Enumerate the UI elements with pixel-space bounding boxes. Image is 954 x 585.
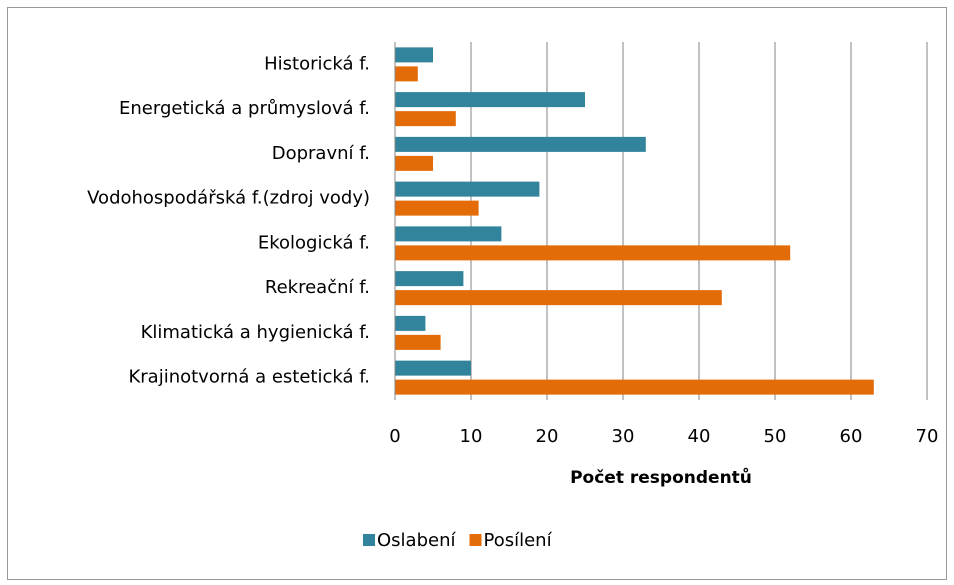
legend-label: Posílení [484,530,553,551]
bar [395,334,441,350]
y-tick-label: Ekologická f. [258,232,370,253]
y-tick-label: Dopravní f. [272,143,370,164]
bar [395,245,791,261]
x-tick-label: 50 [764,426,787,447]
y-tick-label: Klimatická a hygienická f. [141,322,370,343]
bar [395,271,464,287]
legend-swatch [469,534,482,546]
y-tick-label: Rekreační f. [265,277,370,298]
bar [395,200,479,216]
bar [395,155,433,171]
x-tick-label: 0 [389,426,400,447]
x-tick-label: 20 [536,426,559,447]
y-tick-label: Historická f. [264,53,370,74]
bar [395,66,418,82]
bar [395,290,722,306]
x-tick-label: 30 [612,426,635,447]
bar [395,92,585,108]
x-tick-label: 40 [688,426,711,447]
bar [395,315,426,331]
bar [395,47,433,63]
bar [395,136,646,152]
legend-swatch [363,534,375,546]
x-tick-label: 70 [916,426,939,447]
y-tick-label: Energetická a průmyslová f. [119,98,370,119]
y-tick-label: Krajinotvorná a estetická f. [128,367,370,388]
bar [395,379,874,395]
x-axis-title: Počet respondentů [570,466,752,488]
bar [395,226,502,242]
x-tick-label: 10 [460,426,483,447]
y-tick-label: Vodohospodářská f.(zdroj vody) [87,188,370,209]
bar [395,111,456,127]
legend-label: Oslabení [377,530,456,551]
bar [395,181,540,197]
bar [395,360,471,376]
x-tick-label: 60 [840,426,863,447]
